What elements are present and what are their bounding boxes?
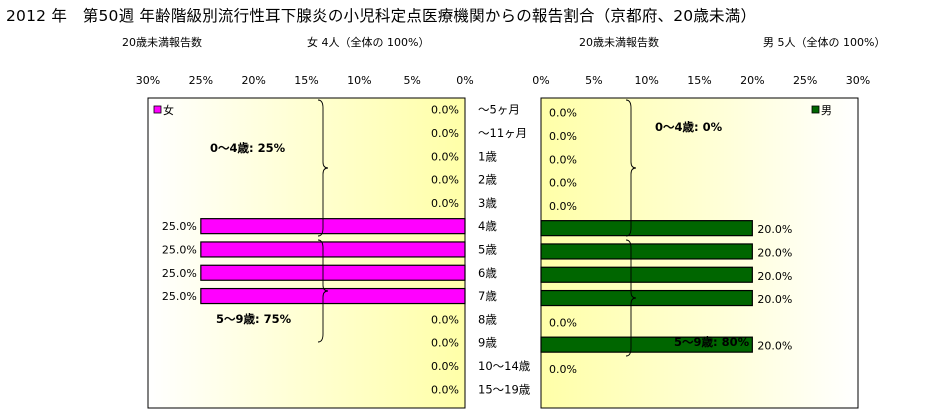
female-axis-tick: 25% bbox=[189, 74, 213, 87]
male-axis-tick: 10% bbox=[634, 74, 658, 87]
male-0-4-brace bbox=[625, 99, 637, 237]
age-category-label: 9歳 bbox=[478, 336, 497, 350]
male-bar bbox=[540, 336, 753, 353]
male-value-label: 0.0% bbox=[549, 363, 577, 376]
male-value-label: 0.0% bbox=[549, 316, 577, 329]
age-category-label: 7歳 bbox=[478, 289, 497, 303]
female-axis-tick: 20% bbox=[241, 74, 265, 87]
female-value-label: 0.0% bbox=[431, 104, 459, 117]
male-bar bbox=[540, 243, 753, 260]
male-axis-tick: 5% bbox=[585, 74, 602, 87]
right-count-value: 男 5人（全体の 100%） bbox=[763, 36, 886, 49]
female-axis-tick: 10% bbox=[347, 74, 371, 87]
female-5-9-annotation: 5～9歳: 75% bbox=[216, 312, 292, 326]
female-axis-tick: 15% bbox=[294, 74, 318, 87]
male-5-9-brace bbox=[625, 239, 637, 357]
male-legend-swatch bbox=[811, 105, 820, 114]
male-value-label: 0.0% bbox=[549, 177, 577, 190]
female-value-label: 0.0% bbox=[431, 150, 459, 163]
male-value-label: 0.0% bbox=[549, 130, 577, 143]
female-value-label: 0.0% bbox=[431, 127, 459, 140]
age-category-label: 3歳 bbox=[478, 196, 497, 210]
female-value-label: 0.0% bbox=[431, 360, 459, 373]
female-value-label: 25.0% bbox=[162, 243, 197, 256]
male-value-label: 20.0% bbox=[757, 246, 792, 259]
female-legend-swatch bbox=[153, 105, 162, 114]
male-0-4-annotation: 0～4歳: 0% bbox=[655, 120, 723, 134]
male-value-label: 20.0% bbox=[757, 270, 792, 283]
female-bar bbox=[200, 264, 466, 281]
male-bar bbox=[540, 220, 753, 237]
male-value-label: 20.0% bbox=[757, 293, 792, 306]
female-value-label: 0.0% bbox=[431, 337, 459, 350]
female-0-4-brace bbox=[317, 99, 329, 237]
male-value-label: 0.0% bbox=[549, 200, 577, 213]
female-bar bbox=[200, 287, 466, 305]
male-value-label: 20.0% bbox=[757, 223, 792, 236]
female-axis-tick: 0% bbox=[456, 74, 473, 87]
female-axis-tick: 5% bbox=[403, 74, 420, 87]
female-axis-tick: 30% bbox=[136, 74, 160, 87]
female-5-9-brace bbox=[317, 239, 329, 343]
female-value-label: 25.0% bbox=[162, 290, 197, 303]
age-category-label: 5歳 bbox=[478, 242, 497, 256]
female-bar bbox=[200, 241, 466, 258]
age-category-label: 1歳 bbox=[478, 149, 497, 163]
female-value-label: 25.0% bbox=[162, 220, 197, 233]
age-category-label: 2歳 bbox=[478, 173, 497, 187]
male-legend-label: 男 bbox=[821, 104, 832, 117]
male-5-9-annotation: 5～9歳: 80% bbox=[674, 335, 750, 349]
male-axis-tick: 20% bbox=[740, 74, 764, 87]
female-value-label: 0.0% bbox=[431, 197, 459, 210]
female-bar bbox=[200, 218, 466, 235]
chart-title: 2012 年 第50週 年齢階級別流行性耳下腺炎の小児科定点医療機関からの報告割… bbox=[6, 7, 757, 25]
male-bar bbox=[540, 266, 753, 283]
male-value-label: 20.0% bbox=[757, 340, 792, 353]
male-bar bbox=[540, 289, 753, 307]
age-category-label: 15～19歳 bbox=[478, 382, 531, 396]
female-legend-label: 女 bbox=[163, 103, 174, 117]
age-category-label: ～11ヶ月 bbox=[478, 126, 527, 140]
age-category-label: 10～14歳 bbox=[478, 359, 531, 373]
age-category-label: 6歳 bbox=[478, 266, 497, 280]
male-value-label: 0.0% bbox=[549, 153, 577, 166]
age-category-label: 8歳 bbox=[478, 312, 497, 326]
male-axis-tick: 25% bbox=[793, 74, 817, 87]
female-value-label: 0.0% bbox=[431, 383, 459, 396]
age-category-label: 4歳 bbox=[478, 219, 497, 233]
male-axis-tick: 15% bbox=[687, 74, 711, 87]
female-value-label: 0.0% bbox=[431, 313, 459, 326]
male-axis-tick: 0% bbox=[532, 74, 549, 87]
male-axis-tick: 30% bbox=[846, 74, 870, 87]
female-0-4-annotation: 0～4歳: 25% bbox=[210, 141, 286, 155]
left-count-label: 20歳未満報告数 bbox=[122, 36, 202, 49]
right-count-label: 20歳未満報告数 bbox=[579, 36, 659, 49]
female-value-label: 0.0% bbox=[431, 174, 459, 187]
female-value-label: 25.0% bbox=[162, 267, 197, 280]
left-count-value: 女 4人（全体の 100%） bbox=[307, 36, 430, 49]
male-value-label: 0.0% bbox=[549, 107, 577, 120]
age-category-label: ～5ヶ月 bbox=[478, 103, 520, 117]
